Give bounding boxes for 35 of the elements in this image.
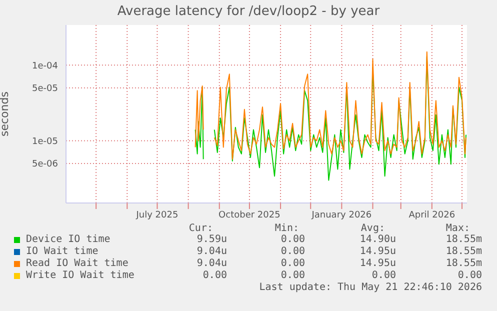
text: 9.04u (196, 258, 227, 269)
text: Min: (274, 223, 299, 234)
text: 14.90u (360, 234, 396, 245)
x-tick-label: January 2026 (310, 210, 372, 220)
text: 9.04u (196, 246, 227, 257)
y-tick-label: 5e-06 (32, 160, 58, 170)
legend-label: Read IO Wait time (26, 258, 128, 269)
text: 9.59u (196, 234, 227, 245)
x-tick-label: October 2025 (218, 210, 280, 220)
y-tick-label: 1e-05 (32, 136, 58, 147)
legend-label: Device IO time (26, 234, 110, 245)
text: 14.95u (360, 246, 396, 257)
legend-label: IO Wait time (26, 246, 98, 257)
y-axis-title: seconds (0, 91, 11, 136)
x-tick-label: April 2026 (408, 210, 456, 220)
text: Last update: Thu May 21 22:46:10 2026 (259, 282, 482, 293)
text: Cur: (188, 223, 213, 234)
text: 0.00 (280, 246, 305, 257)
text: 0.00 (372, 270, 396, 281)
text: 0.00 (280, 270, 305, 281)
text: 0.00 (202, 270, 227, 281)
text: 0.00 (280, 258, 305, 269)
text: 14.95u (360, 258, 396, 269)
text: Avg: (360, 223, 385, 234)
text: 0.00 (280, 234, 305, 245)
text: 18.55m (446, 246, 482, 257)
y-tick-label: 1e-04 (32, 61, 58, 72)
text: Max: (446, 223, 470, 234)
text: 18.55m (446, 258, 482, 269)
legend-label: Write IO Wait time (26, 270, 134, 281)
x-tick-label: July 2025 (135, 210, 178, 220)
y-tick-label: 5e-05 (32, 84, 58, 94)
text: 18.55m (446, 234, 482, 245)
text: 0.00 (458, 270, 482, 281)
chart-title: Average latency for /dev/loop2 - by year (116, 4, 381, 19)
